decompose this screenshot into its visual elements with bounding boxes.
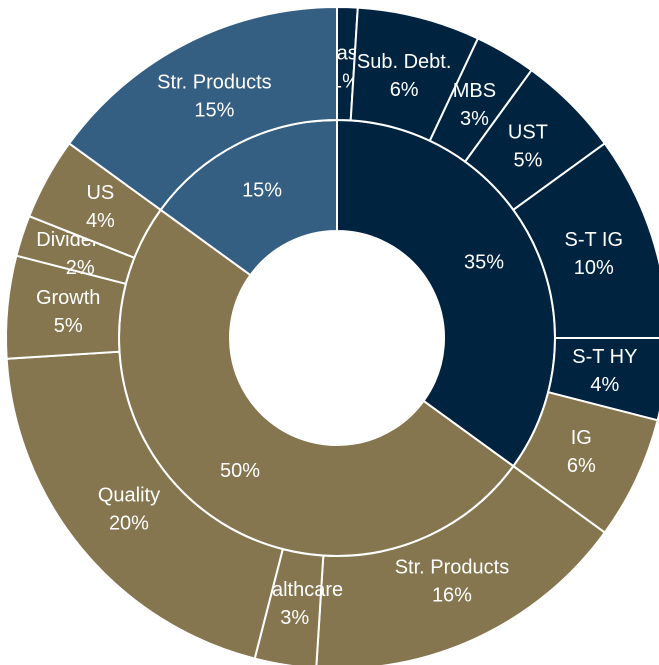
segment-value: 10% (574, 257, 614, 279)
segment-value: 3% (280, 607, 309, 629)
segment-value: 6% (390, 79, 419, 101)
segment-value: 50% (220, 460, 260, 482)
segment-name: Str. Products (395, 557, 510, 579)
segment-value: 16% (432, 585, 472, 607)
segment-name: UST (508, 121, 548, 143)
segment-name: US (86, 182, 114, 204)
segment-name: Quality (98, 484, 160, 506)
segment-name: S-T HY (572, 346, 637, 368)
segment-value: 15% (242, 179, 282, 201)
segment-name: MBS (453, 80, 496, 102)
segment-name: IG (571, 427, 592, 449)
segment-name: Str. Products (157, 72, 272, 94)
segment (511, 142, 659, 339)
segment-name: Sub. Debt. (357, 51, 452, 73)
segment-value: 20% (109, 512, 149, 534)
segment-value: 3% (460, 108, 489, 130)
segment (5, 350, 285, 660)
segment-value: 35% (464, 251, 504, 273)
segment-value: 6% (567, 455, 596, 477)
segment-value: 5% (54, 315, 83, 337)
segment-value: 2% (66, 257, 95, 279)
segment-value: 4% (86, 210, 115, 232)
segment-name: S-T IG (565, 229, 624, 251)
segment (315, 464, 607, 665)
segment-value: 5% (513, 149, 542, 171)
segment (67, 5, 338, 212)
segment-value: 15% (194, 100, 234, 122)
segment-name: Growth (36, 287, 100, 309)
segment-value: 4% (590, 374, 619, 396)
